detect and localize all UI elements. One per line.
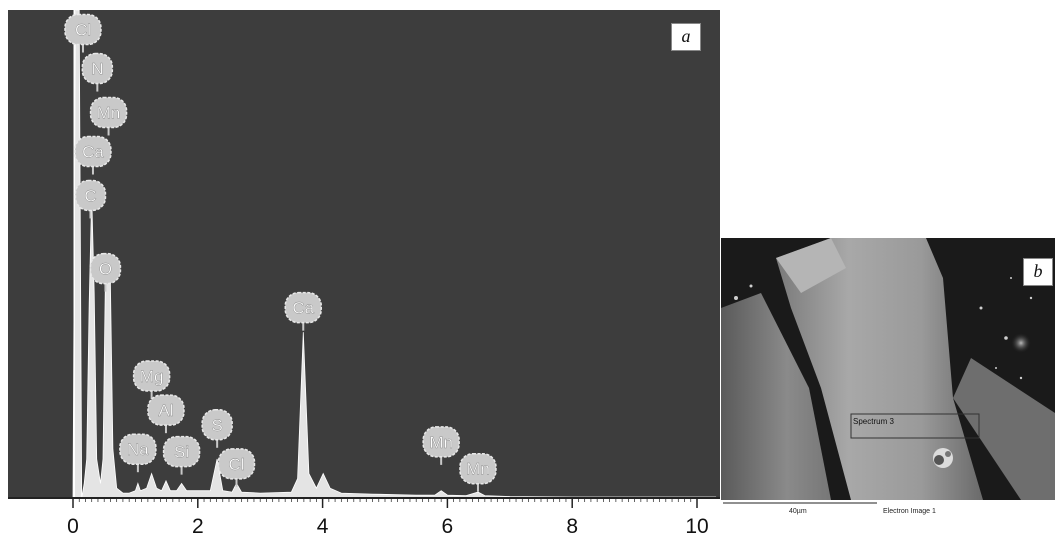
peak-label-layer: Cl N Mn Ca C O Ca Mg Al S Na Si Cl Mn Mn xyxy=(64,13,497,492)
peak-label-text: Cl xyxy=(75,21,91,40)
peak-label-bubble xyxy=(422,426,460,458)
peak-label: Mn xyxy=(459,452,497,492)
peak-label-bubble xyxy=(459,452,497,485)
right-fiber xyxy=(953,358,1055,500)
x-tick-label: 0 xyxy=(67,515,79,538)
scale-bar-label: 40µm xyxy=(789,508,807,515)
peak-label-bubble xyxy=(89,96,128,129)
x-axis-ticks: 0 2 4 6 8 10 xyxy=(67,498,709,538)
peak-label-text: Na xyxy=(127,440,149,459)
peak-label-text: Mn xyxy=(97,103,121,122)
sem-electron-image: Spectrum 3 40µm Electron Image 1 xyxy=(721,238,1055,517)
peak-label: C xyxy=(74,179,107,219)
sem-electron-image-panel: Spectrum 3 40µm Electron Image 1 b xyxy=(721,238,1055,517)
main-fiber xyxy=(776,238,983,500)
panel-a-letter: a xyxy=(671,23,701,51)
peak-label: Cl xyxy=(64,13,102,53)
peak-label-bubble xyxy=(89,252,122,285)
peak-label-text: N xyxy=(91,60,103,79)
peak-label-bubble xyxy=(81,52,114,85)
peak-label: Cl xyxy=(217,448,256,487)
peak-label-text: Mn xyxy=(429,433,453,452)
x-tick-label: 2 xyxy=(192,515,204,538)
x-tick-label: 6 xyxy=(442,515,454,538)
peak-label-bubble xyxy=(74,135,112,168)
peak-label: Mn xyxy=(89,96,128,136)
peak-label-text: Cl xyxy=(228,455,244,474)
peak-label-bubble xyxy=(74,179,107,212)
peak-label-text: Ca xyxy=(82,143,104,162)
peak-label: Mn xyxy=(422,426,460,465)
peak-label-text: Mn xyxy=(466,460,490,479)
peak-label-text: Mg xyxy=(140,367,164,386)
x-tick-label: 10 xyxy=(685,515,708,538)
peak-label: Al xyxy=(147,394,185,434)
peak-label-text: Al xyxy=(158,401,173,420)
peak-label: Ca xyxy=(284,291,323,331)
left-fiber xyxy=(721,293,831,500)
fiber-split xyxy=(776,238,846,293)
electron-image-title: Electron Image 1 xyxy=(883,508,936,515)
peak-label: Si xyxy=(162,435,201,475)
surface-particle xyxy=(933,448,953,468)
peak-label-bubble xyxy=(119,433,157,465)
x-tick-label: 8 xyxy=(566,515,578,538)
peak-label: N xyxy=(81,52,114,92)
eds-spectrum-chart: Cl N Mn Ca C O Ca Mg Al S Na Si Cl Mn Mn 0 2 4 6 8 10 xyxy=(8,9,720,538)
peak-label-bubble xyxy=(147,394,185,426)
plot-background xyxy=(8,10,720,498)
peak-label: Mg xyxy=(132,360,171,399)
peak-label-text: O xyxy=(99,260,112,279)
peak-label-text: Ca xyxy=(292,299,314,318)
peak-label: Na xyxy=(119,433,157,473)
spectrum-selection-box[interactable] xyxy=(850,413,980,439)
peak-label-bubble xyxy=(132,360,171,392)
peak-label: S xyxy=(201,409,233,448)
peak-label-text: S xyxy=(211,416,222,435)
x-tick-label: 4 xyxy=(317,515,329,538)
panel-b-letter: b xyxy=(1023,258,1053,286)
spectrum-selection-label: Spectrum 3 xyxy=(853,417,894,426)
peak-label-bubble xyxy=(201,409,233,441)
peak-label: O xyxy=(89,252,122,292)
peak-label-text: Si xyxy=(174,443,189,462)
scale-bar-strip xyxy=(721,500,1055,517)
eds-spectrum-panel: Cl N Mn Ca C O Ca Mg Al S Na Si Cl Mn Mn 0 2 4 6 8 10 a xyxy=(8,9,720,538)
peak-label-bubble xyxy=(284,291,323,324)
peak-label-bubble xyxy=(162,435,201,468)
peak-label-text: C xyxy=(84,186,96,205)
peak-label: Ca xyxy=(74,135,112,175)
peak-label-bubble xyxy=(64,13,102,46)
peak-label-bubble xyxy=(217,448,256,480)
spectrum-layer xyxy=(72,9,717,499)
spectrum-area xyxy=(72,9,717,499)
